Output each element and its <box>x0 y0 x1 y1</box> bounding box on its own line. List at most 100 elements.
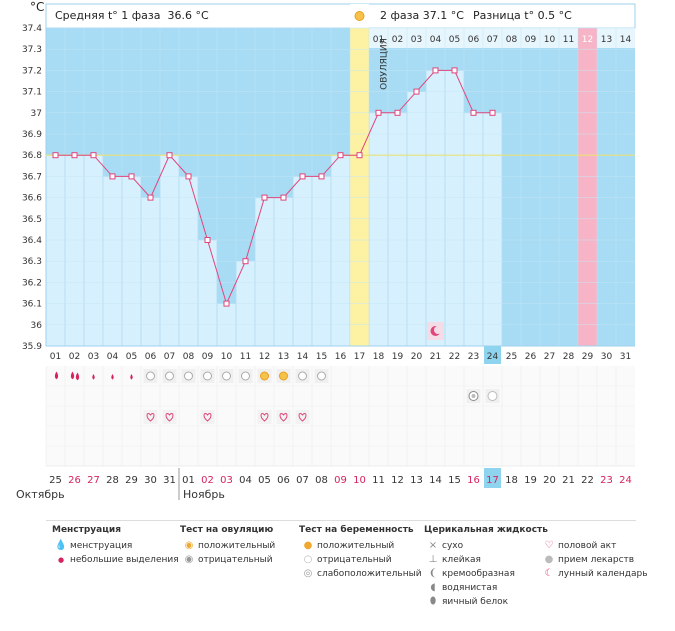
moon-icon-cut <box>434 326 442 334</box>
heart-icon <box>165 413 174 422</box>
temperature-point <box>375 109 382 116</box>
phase2-day-label: 12 <box>582 35 593 45</box>
cycle-day-label: 31 <box>620 352 631 362</box>
legend-ovulation-test: Тест на овуляцию ◉ положительный ◉ отрицат… <box>180 525 275 567</box>
phase2-day-label: 10 <box>544 35 556 45</box>
calendar-date-label: 26 <box>68 475 81 486</box>
legend-item-dry: × сухо <box>424 539 548 553</box>
sun-positive-icon: ◉ <box>184 540 194 551</box>
legend: Менструация 💧 менструация ● небольшие выде… <box>46 520 648 631</box>
calendar-date-label: 05 <box>258 475 271 486</box>
ovulation-column <box>350 28 369 346</box>
phase2-day-label: 13 <box>601 35 612 45</box>
legend-item-lunar: ☾ лунный календарь <box>540 567 648 581</box>
temperature-point <box>147 194 154 201</box>
legend-other: ♡ половой акт ● прием лекарств ☾ лунный кал… <box>540 525 648 581</box>
phase1-average: Средняя t° 1 фаза 36.6 °C <box>55 9 209 22</box>
temperature-point <box>242 258 249 265</box>
temperature-point <box>109 173 116 180</box>
cycle-day-label: 11 <box>240 352 251 362</box>
calendar-date-label: 12 <box>391 475 404 486</box>
ovulation-negative-icon <box>203 371 212 381</box>
legend-cervical-title: Церикальная жидкость <box>424 525 548 535</box>
heart-icon <box>298 413 307 422</box>
creamy-icon: ❨ <box>428 568 438 579</box>
temperature-point <box>71 152 78 159</box>
calendar-date-label: 29 <box>125 475 138 486</box>
y-tick-label: 36.3 <box>22 257 42 267</box>
phase2-day-label: 06 <box>468 35 480 45</box>
temperature-difference: Разница t° 0.5 °C <box>473 9 572 22</box>
y-tick-label: 35.9 <box>22 342 42 352</box>
y-tick-label: 36.1 <box>22 300 42 310</box>
cycle-day-label: 28 <box>563 352 575 362</box>
temp-bar <box>197 239 218 347</box>
phase2-day-label: 04 <box>430 35 442 45</box>
temperature-point <box>299 173 306 180</box>
menstruation-drop-icon <box>70 371 75 380</box>
intercourse-box <box>257 410 272 424</box>
cycle-day-label: 03 <box>88 352 99 362</box>
legend-item-intercourse: ♡ половой акт <box>540 539 648 553</box>
watery-icon: ◖ <box>430 582 436 593</box>
cycle-day-label: 17 <box>354 352 365 362</box>
calendar-date-label: 14 <box>429 475 442 486</box>
legend-item-ovulation-positive: ◉ положительный <box>180 539 276 553</box>
intercourse-box <box>143 410 158 424</box>
temperature-point <box>90 152 97 159</box>
sun-negative-icon: ◉ <box>184 554 194 565</box>
temp-bar <box>83 154 104 347</box>
cycle-day-label: 08 <box>183 352 195 362</box>
temp-bar <box>425 70 446 347</box>
test-weak-icon: ◎ <box>303 568 313 579</box>
header-band <box>45 3 636 29</box>
test-positive-icon: ● <box>303 540 313 551</box>
marker-area <box>46 366 635 466</box>
temp-bar <box>159 154 180 347</box>
temp-bar <box>140 197 161 347</box>
cycle-day-label: 09 <box>202 352 214 362</box>
heart-icon <box>203 413 212 422</box>
calendar-date-label: 07 <box>296 475 309 486</box>
temperature-point <box>451 67 458 74</box>
calendar-date-label: 11 <box>372 475 385 486</box>
cycle-day-label: 26 <box>525 352 537 362</box>
y-tick-label: 37.1 <box>22 88 42 98</box>
calendar-date-label: 16 <box>467 475 480 486</box>
pregnancy-weak-dot <box>471 394 476 398</box>
temperature-point <box>223 300 230 307</box>
ovulation-label: ОВУЛЯЦИЯ <box>380 38 390 90</box>
phase2-day-label: 09 <box>525 35 537 45</box>
menstruation-drop-icon <box>92 374 95 380</box>
y-tick-label: 36.4 <box>22 236 42 246</box>
calendar-date-label: 09 <box>334 475 347 486</box>
ovulation-negative-icon <box>241 371 250 381</box>
calendar-date-label: 04 <box>239 475 252 486</box>
ovulation-sun-icon <box>354 11 365 21</box>
temperature-point <box>470 109 477 116</box>
bbt-chart: 37.4 37.3 37.2 37.1 37 36.9 36.8 36.7 36.6 36.5 36… <box>22 3 636 500</box>
calendar-date-label: 01 <box>182 475 195 486</box>
cycle-day-label: 20 <box>411 352 423 362</box>
calendar-date-label: 24 <box>619 475 632 486</box>
ovulation-negative-icon <box>146 371 155 381</box>
legend-item-creamy: ❨ кремообразная <box>424 567 548 581</box>
calendar-date-label: 31 <box>163 475 176 486</box>
legend-item-egg-white: ⬮ яичный белок <box>424 595 548 609</box>
temp-bar <box>387 112 408 347</box>
menstruation-drop-icon <box>111 374 114 380</box>
intercourse-box <box>200 410 215 424</box>
small-drop-icon: ● <box>57 556 65 564</box>
cycle-day-label: 21 <box>430 352 441 362</box>
temperature-point <box>337 152 344 159</box>
cycle-day-label: 22 <box>449 352 460 362</box>
calendar-date-label: 28 <box>106 475 119 486</box>
cycle-day-label: 25 <box>506 352 517 362</box>
legend-item-pregnancy-negative: ○ отрицательный <box>299 553 422 567</box>
y-axis-unit: °C <box>30 0 45 14</box>
y-tick-label: 36.2 <box>22 278 42 288</box>
calendar-date-label: 08 <box>315 475 328 486</box>
drop-icon: 💧 <box>54 540 68 551</box>
cycle-day-label: 07 <box>164 352 175 362</box>
calendar-date-label: 30 <box>144 475 157 486</box>
